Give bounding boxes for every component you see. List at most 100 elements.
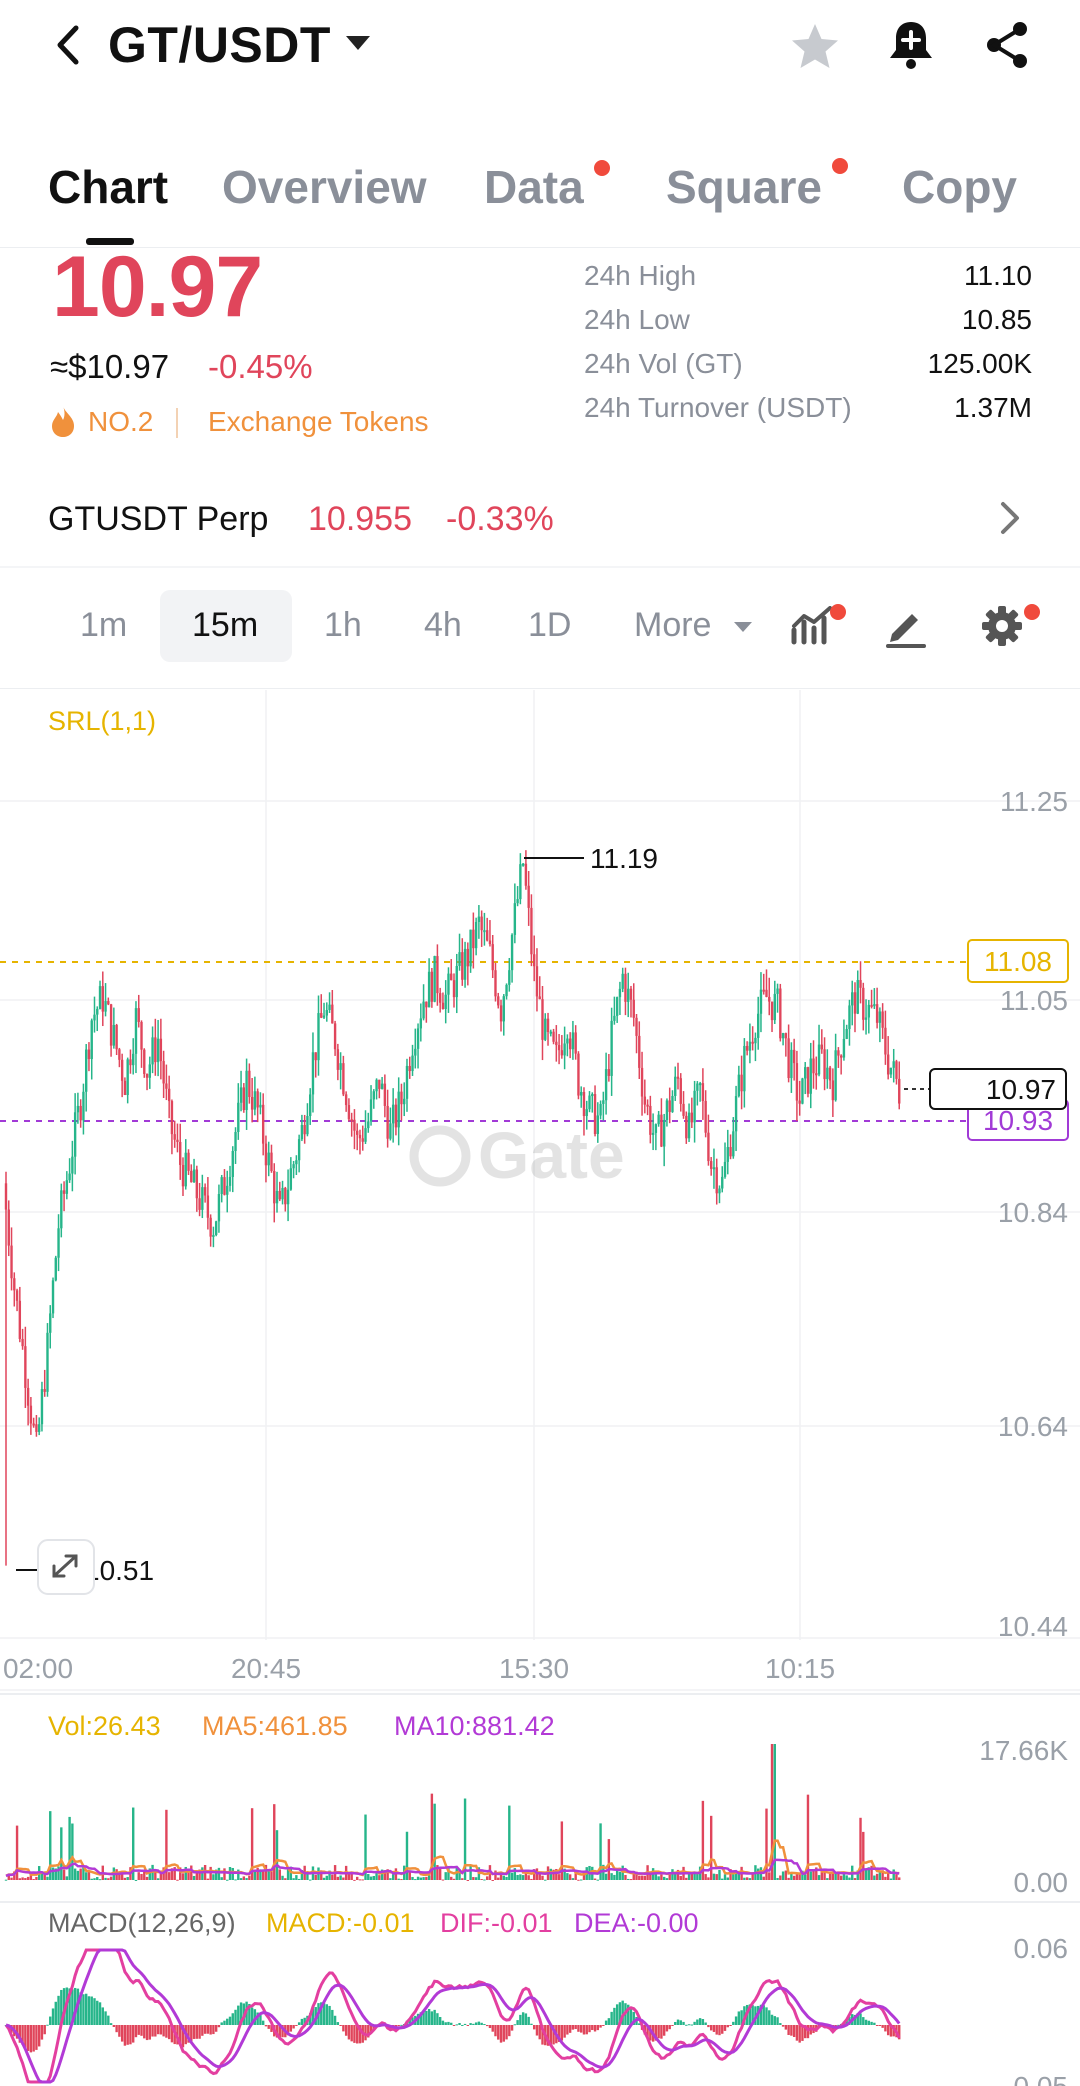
- star-icon[interactable]: [788, 22, 842, 77]
- candle-body: [707, 1132, 710, 1162]
- candle-body: [372, 1091, 376, 1100]
- macd-bar: [804, 2025, 807, 2039]
- candle-body: [510, 934, 514, 971]
- volume-bar: [54, 1868, 57, 1880]
- rank-badge[interactable]: NO.2: [88, 406, 154, 437]
- volume-bar: [281, 1875, 284, 1880]
- share-icon[interactable]: [982, 20, 1032, 75]
- candle-body: [342, 1063, 345, 1095]
- candle-body: [179, 1141, 182, 1165]
- candle-body: [823, 1049, 826, 1080]
- volume-bar: [190, 1865, 193, 1880]
- interval-15m[interactable]: 15m: [192, 606, 259, 644]
- macd-bar: [181, 2025, 185, 2048]
- macd-bar: [452, 2025, 456, 2026]
- volume-bar: [704, 1874, 707, 1880]
- candle-body: [367, 1121, 370, 1129]
- volume-bar: [732, 1874, 735, 1880]
- volume-bar: [602, 1864, 605, 1880]
- srl-upper-tag: [967, 939, 1069, 983]
- x-tick-1: 02:00: [3, 1653, 73, 1684]
- candle-body: [779, 988, 782, 1039]
- interval-1h[interactable]: 1h: [324, 606, 362, 644]
- candle-body: [505, 984, 508, 997]
- candle-body: [596, 1115, 600, 1134]
- candle-body: [101, 986, 104, 1012]
- settings-gear-icon[interactable]: [980, 604, 1024, 653]
- macd-bar: [886, 2025, 890, 2036]
- volume-bar: [469, 1866, 472, 1880]
- macd-bar: [682, 2021, 685, 2025]
- macd-bar: [289, 2025, 293, 2032]
- caret-down-icon[interactable]: [346, 36, 370, 50]
- x-tick-3: 15:30: [499, 1653, 569, 1684]
- candle-body: [57, 1228, 60, 1258]
- macd-bar: [878, 2025, 882, 2026]
- pair-title[interactable]: GT/USDT: [108, 17, 331, 73]
- volume-bar: [878, 1871, 882, 1880]
- macd-bar: [162, 2025, 165, 2037]
- volume-bar: [751, 1873, 754, 1880]
- interval-4h[interactable]: 4h: [424, 606, 462, 644]
- tab-overview[interactable]: Overview: [222, 161, 427, 213]
- candle-body: [400, 1091, 403, 1105]
- candle-body: [732, 1131, 735, 1157]
- tab-data[interactable]: Data: [484, 161, 584, 213]
- macd-bar: [776, 2017, 779, 2025]
- macd-bar: [701, 2019, 705, 2025]
- tab-copy[interactable]: Copy: [902, 161, 1017, 213]
- volume-bar: [873, 1875, 876, 1880]
- category-link[interactable]: Exchange Tokens: [208, 406, 429, 437]
- macd-bar: [57, 1995, 60, 2025]
- candle-body: [292, 1164, 295, 1169]
- volume-bar: [320, 1870, 323, 1880]
- y-tick-4: 10.64: [998, 1411, 1068, 1442]
- volume-bar: [505, 1876, 508, 1880]
- bell-plus-icon[interactable]: [886, 18, 936, 77]
- candle-body: [250, 1097, 254, 1110]
- indicators-icon[interactable]: [790, 606, 838, 651]
- volume-bar: [812, 1870, 815, 1880]
- interval-divider: [0, 688, 1080, 689]
- macd-bar: [591, 2025, 594, 2031]
- candle-body: [873, 1004, 876, 1007]
- volume-bar: [264, 1864, 268, 1880]
- candle-body: [278, 1190, 281, 1200]
- candle-body: [668, 1100, 671, 1112]
- interval-1m[interactable]: 1m: [80, 606, 128, 644]
- volume-bar: [73, 1868, 77, 1880]
- chevron-right-icon[interactable]: [998, 500, 1022, 541]
- back-icon[interactable]: [48, 22, 88, 68]
- macd-bar: [458, 2022, 461, 2025]
- candle-body: [71, 1156, 74, 1174]
- candle-body: [806, 1067, 810, 1094]
- macd-bar: [438, 2016, 442, 2025]
- interval-1d[interactable]: 1D: [528, 606, 572, 644]
- more-caret-icon[interactable]: [734, 622, 752, 632]
- interval-more[interactable]: More: [634, 606, 712, 644]
- volume-bar: [187, 1871, 190, 1880]
- volume-bar: [859, 1817, 862, 1880]
- volume-bar: [687, 1874, 691, 1880]
- macd-bar: [356, 2025, 359, 2044]
- macd-bar: [466, 2025, 470, 2026]
- candle-body: [436, 956, 439, 994]
- volume-bar: [615, 1869, 619, 1880]
- candle-body: [555, 1041, 558, 1046]
- macd-bar: [665, 2025, 669, 2032]
- current-price-tag: [929, 1068, 1067, 1110]
- macd-bar: [256, 2012, 259, 2025]
- tab-chart[interactable]: Chart: [48, 161, 169, 213]
- price-chart[interactable]: Gate SRL(1,1) 11.25 11.05 10.84 10.64 10…: [0, 688, 1080, 2086]
- macd-bar: [214, 2025, 218, 2032]
- macd-bar: [132, 2025, 135, 2043]
- ma5-label: MA5:461.85: [202, 1711, 348, 1741]
- candle-body: [394, 1104, 398, 1128]
- candle-body: [851, 992, 854, 1006]
- volume-bar: [21, 1877, 24, 1880]
- draw-pen-icon[interactable]: [884, 604, 928, 653]
- candle-body: [87, 1049, 91, 1060]
- candle-body: [557, 1045, 561, 1051]
- tab-square[interactable]: Square: [666, 161, 822, 213]
- macd-bar: [248, 2003, 251, 2025]
